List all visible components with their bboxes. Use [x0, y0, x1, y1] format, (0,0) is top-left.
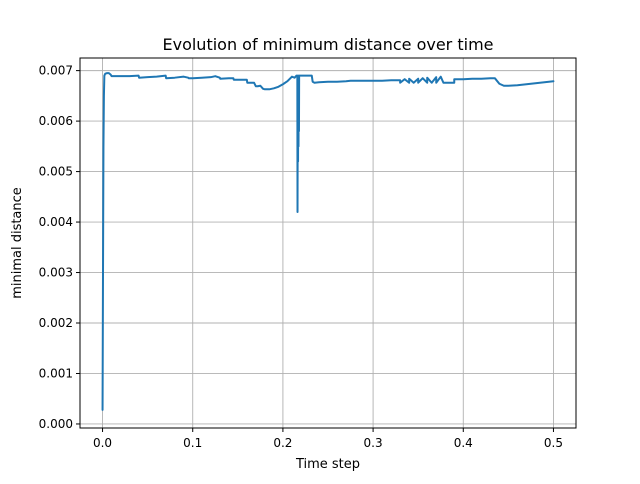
grid-lines [80, 58, 576, 428]
y-axis-label: minimal distance [10, 187, 25, 299]
x-tick-label: 0.3 [364, 436, 383, 450]
y-tick-label: 0.000 [39, 417, 73, 431]
chart-title: Evolution of minimum distance over time [162, 35, 493, 54]
y-tick-label: 0.002 [39, 316, 73, 330]
y-tick-label: 0.001 [39, 366, 73, 380]
y-tick-label: 0.007 [39, 64, 73, 78]
x-tick-label: 0.1 [183, 436, 202, 450]
x-axis-label: Time step [295, 457, 360, 472]
x-tick-label: 0.2 [273, 436, 292, 450]
plot-background [80, 58, 576, 428]
y-tick-label: 0.003 [39, 266, 73, 280]
series-layer [101, 72, 555, 411]
x-axis: 0.0 0.1 0.2 0.3 0.4 0.5 [93, 428, 563, 450]
x-tick-label: 0.0 [93, 436, 112, 450]
y-tick-label: 0.004 [39, 215, 73, 229]
plot-frame [79, 57, 577, 429]
y-tick-label: 0.006 [39, 114, 73, 128]
x-tick-label: 0.5 [544, 436, 563, 450]
y-tick-label: 0.005 [39, 165, 73, 179]
y-axis: 0.000 0.001 0.002 0.003 0.004 0.005 0.006 0.007 [39, 64, 80, 431]
x-tick-label: 0.4 [454, 436, 473, 450]
series-line [101, 72, 555, 411]
